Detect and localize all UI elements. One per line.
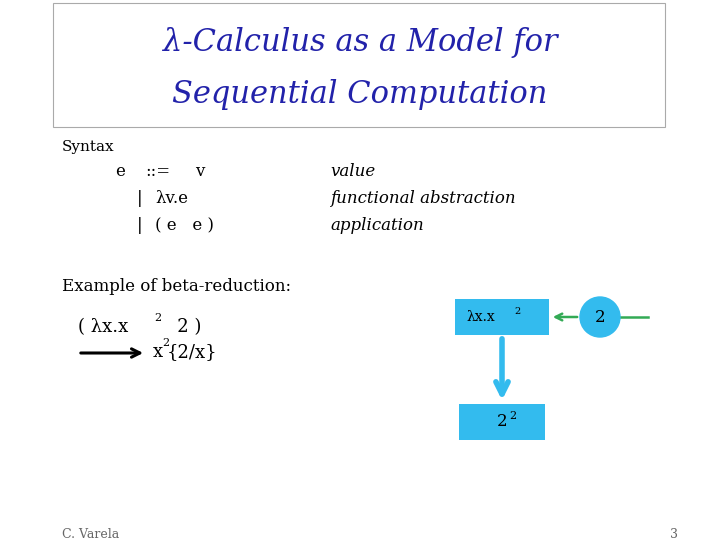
Text: application: application bbox=[330, 217, 424, 234]
Text: x: x bbox=[153, 343, 163, 361]
Text: ( e   e ): ( e e ) bbox=[155, 217, 214, 234]
Text: 2: 2 bbox=[162, 338, 169, 348]
FancyBboxPatch shape bbox=[53, 3, 665, 127]
Text: Sequential Computation: Sequential Computation bbox=[172, 79, 548, 111]
Text: ::=: ::= bbox=[145, 163, 170, 180]
Text: e: e bbox=[115, 163, 125, 180]
FancyBboxPatch shape bbox=[455, 299, 549, 335]
Text: Syntax: Syntax bbox=[62, 140, 114, 154]
Text: |: | bbox=[137, 217, 143, 234]
Text: {2/x}: {2/x} bbox=[167, 343, 217, 361]
Text: functional abstraction: functional abstraction bbox=[330, 190, 516, 207]
Text: λv.e: λv.e bbox=[155, 190, 188, 207]
Text: 2: 2 bbox=[154, 313, 161, 323]
Text: C. Varela: C. Varela bbox=[62, 528, 120, 540]
Text: v: v bbox=[195, 163, 204, 180]
Text: value: value bbox=[330, 163, 375, 180]
Text: Example of beta-reduction:: Example of beta-reduction: bbox=[62, 278, 291, 295]
Text: 2: 2 bbox=[509, 411, 516, 421]
Text: λ-Calculus as a Model for: λ-Calculus as a Model for bbox=[163, 26, 557, 57]
Text: 2: 2 bbox=[595, 308, 606, 326]
Text: ( λx.x: ( λx.x bbox=[78, 318, 128, 336]
Text: 3: 3 bbox=[670, 528, 678, 540]
FancyBboxPatch shape bbox=[459, 404, 545, 440]
Text: 2 ): 2 ) bbox=[160, 318, 202, 336]
Text: 2: 2 bbox=[497, 414, 508, 430]
Circle shape bbox=[580, 297, 620, 337]
Text: |: | bbox=[137, 190, 143, 207]
Text: λx.x: λx.x bbox=[466, 310, 495, 324]
Text: 2: 2 bbox=[514, 307, 521, 315]
